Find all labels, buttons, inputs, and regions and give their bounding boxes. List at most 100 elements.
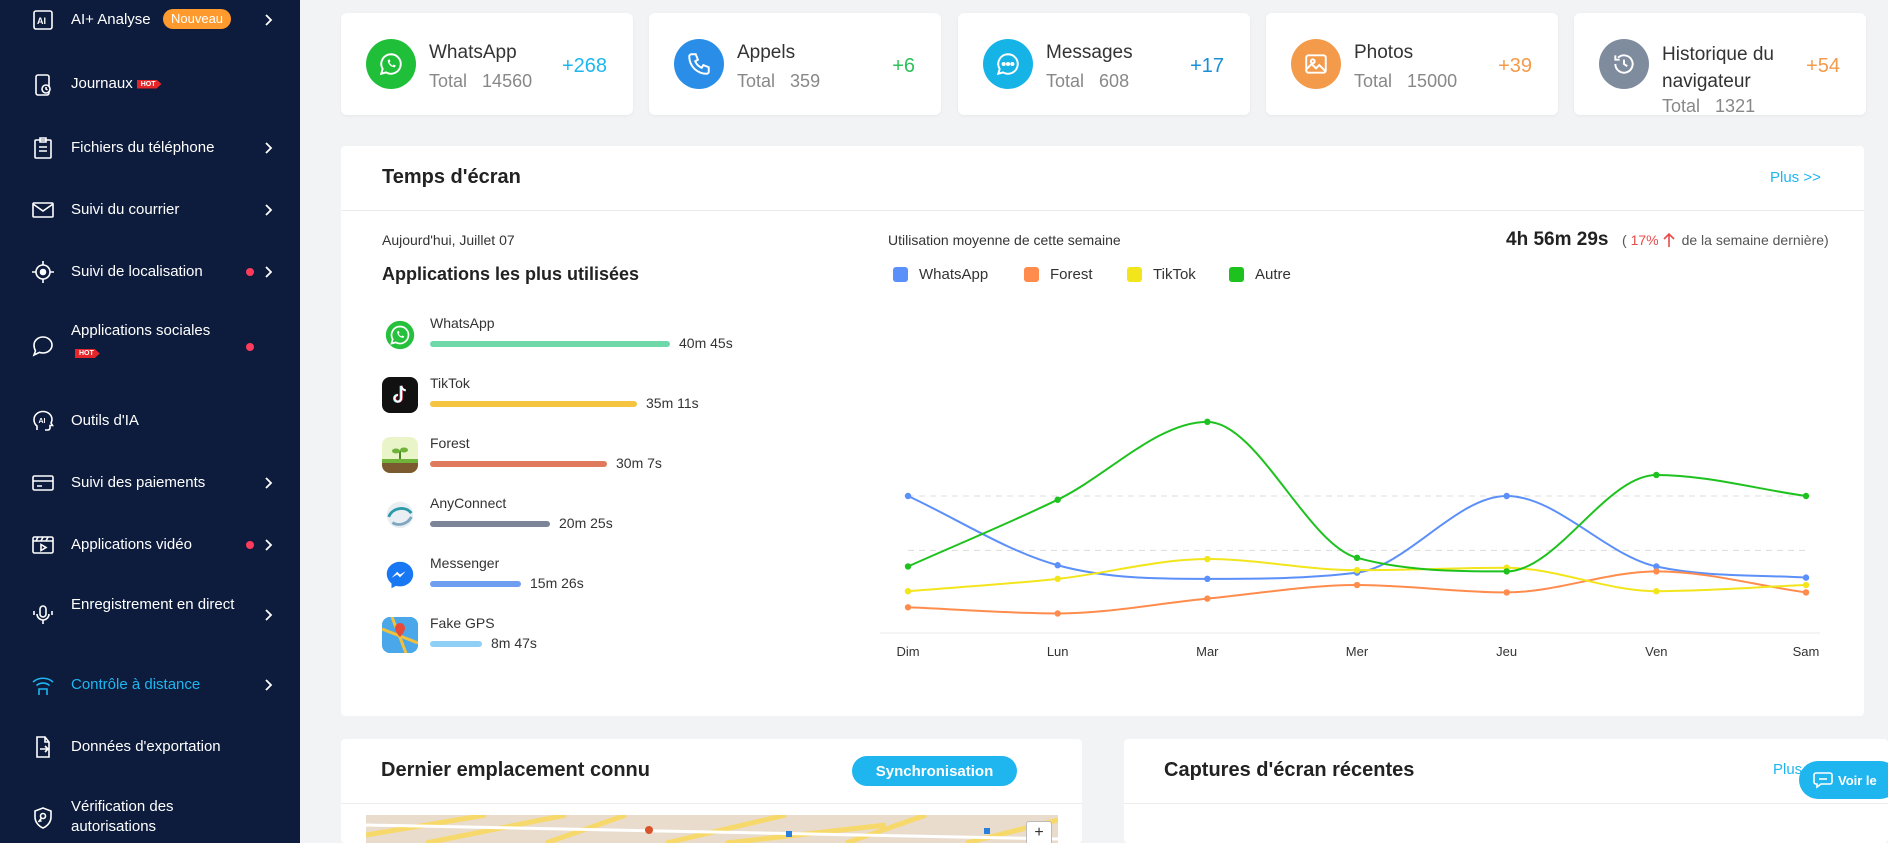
notification-dot xyxy=(246,343,254,351)
stat-total: Total 359 xyxy=(737,69,820,93)
panel-divider xyxy=(1124,803,1888,804)
sidebar-item-fichiers[interactable]: Fichiers du téléphone xyxy=(0,135,300,161)
stat-card-appels[interactable]: Appels Total 359 +6 xyxy=(649,13,941,115)
data-point-autre xyxy=(1054,496,1061,503)
screen-time-panel xyxy=(341,146,1864,716)
stat-total-value: 608 xyxy=(1099,71,1130,91)
screenshots-title: Captures d'écran récentes xyxy=(1164,759,1415,781)
data-point-forest xyxy=(1353,581,1361,589)
anyconnect-icon xyxy=(382,497,418,533)
chat-support-button[interactable]: Voir le xyxy=(1799,761,1888,799)
stat-card-whatsapp[interactable]: WhatsApp Total 14560 +268 xyxy=(341,13,633,115)
sync-button[interactable]: Synchronisation xyxy=(852,756,1017,786)
sidebar-item-paiements[interactable]: Suivi des paiements xyxy=(0,470,300,496)
sidebar-item-autorisations[interactable]: Vérification des autorisations xyxy=(0,795,300,839)
log-phone-icon xyxy=(30,72,56,98)
x-tick-label: Sam xyxy=(1793,644,1820,659)
sidebar-item-journaux[interactable]: Journaux HOT xyxy=(0,70,300,100)
history-icon xyxy=(1599,39,1649,89)
app-row-whatsapp[interactable]: WhatsApp 40m 45s xyxy=(382,315,782,359)
stat-total: Total 14560 xyxy=(429,69,532,93)
app-usage-time: 30m 7s xyxy=(616,455,662,471)
weekly-usage-chart: Dim Lun Mar Mer Jeu Ven Sam xyxy=(880,418,1820,659)
sidebar-item-video[interactable]: Applications vidéo xyxy=(0,532,300,558)
legend-item-autre[interactable]: Autre xyxy=(1229,266,1291,283)
stat-title: Appels xyxy=(737,42,796,63)
map-zoom-in-button[interactable]: + xyxy=(1026,821,1052,843)
app-row-anyconnect[interactable]: AnyConnect 20m 25s xyxy=(382,495,782,539)
screenshots-panel xyxy=(1124,739,1888,843)
app-usage-time: 40m 45s xyxy=(679,335,733,351)
stat-card-historique[interactable]: Historique du navigateur Total 1321 +54 xyxy=(1574,13,1866,118)
sidebar-item-localisation[interactable]: Suivi de localisation xyxy=(0,259,300,285)
data-point-forest xyxy=(1054,610,1061,617)
legend-swatch xyxy=(1024,267,1039,282)
data-point-forest xyxy=(1802,589,1810,596)
ai-chip-icon: AI xyxy=(30,7,56,33)
sidebar-item-ai-analyse[interactable]: AI AI+ Analyse Nouveau xyxy=(0,8,300,32)
fake-gps-icon xyxy=(382,617,418,653)
app-name: Fake GPS xyxy=(430,615,495,631)
stat-title-line: Historique du xyxy=(1662,44,1774,65)
legend-label: Forest xyxy=(1050,266,1093,283)
sidebar-item-courrier[interactable]: Suivi du courrier xyxy=(0,197,300,223)
x-tick-label: Dim xyxy=(896,644,919,659)
stat-total: Total 1321 xyxy=(1662,94,1755,118)
chat-support-label: Voir le xyxy=(1838,772,1877,788)
data-point-tiktok xyxy=(1054,575,1061,583)
series-line-forest xyxy=(907,570,1807,615)
stat-card-photos[interactable]: Photos Total 15000 +39 xyxy=(1266,13,1558,115)
card-icon xyxy=(30,470,56,496)
app-usage-time: 35m 11s xyxy=(646,395,699,411)
sidebar-item-label: Suivi du courrier xyxy=(71,201,180,218)
sidebar-item-sociales[interactable]: Applications sociales HOT xyxy=(0,318,300,368)
sidebar-item-label: Outils d'IA xyxy=(71,412,139,429)
data-point-forest xyxy=(1653,568,1660,575)
stat-card-messages[interactable]: Messages Total 608 +17 xyxy=(958,13,1250,115)
stat-title: WhatsApp xyxy=(429,42,517,63)
app-row-forest[interactable]: Forest 30m 7s xyxy=(382,435,782,479)
chevron-right-icon xyxy=(265,142,273,154)
stat-delta: +268 xyxy=(561,55,607,77)
screen-time-date: Aujourd'hui, Juillet 07 xyxy=(382,232,515,248)
data-point-whatsapp xyxy=(1204,575,1211,583)
ai-head-icon: AI xyxy=(30,408,56,434)
location-map[interactable]: + xyxy=(366,815,1058,843)
app-row-fake-gps[interactable]: Fake GPS 8m 47s xyxy=(382,615,782,659)
legend-swatch xyxy=(1127,267,1142,282)
chevron-right-icon xyxy=(265,539,273,551)
screen-time-more-link[interactable]: Plus >> xyxy=(1770,169,1821,186)
app-row-tiktok[interactable]: TikTok 35m 11s xyxy=(382,375,782,419)
weekly-comparison: ( 17% de la semaine dernière) xyxy=(1622,232,1829,248)
stat-total: Total 15000 xyxy=(1354,69,1457,93)
export-icon xyxy=(30,734,56,760)
stat-title: Messages xyxy=(1046,42,1133,63)
arrow-up-icon xyxy=(1663,232,1675,247)
sidebar-item-enregistrement[interactable]: Enregistrement en direct xyxy=(0,593,300,637)
legend-label: Autre xyxy=(1255,266,1291,283)
stat-total-value: 359 xyxy=(790,71,821,91)
weekly-total-time: 4h 56m 29s xyxy=(1506,229,1609,250)
legend-item-whatsapp[interactable]: WhatsApp xyxy=(893,266,988,283)
sidebar-item-label: Fichiers du téléphone xyxy=(71,139,215,156)
sidebar-item-label: Enregistrement en direct xyxy=(71,596,235,613)
x-tick-label: Lun xyxy=(1047,644,1069,659)
screenshots-more-link[interactable]: Plus xyxy=(1773,761,1803,778)
clipboard-icon xyxy=(30,135,56,161)
sidebar-item-export[interactable]: Données d'exportation xyxy=(0,734,300,760)
legend-item-tiktok[interactable]: TikTok xyxy=(1127,266,1196,283)
stat-title: Photos xyxy=(1354,42,1414,63)
sidebar-item-controle[interactable]: Contrôle à distance xyxy=(0,672,300,698)
whatsapp-icon xyxy=(366,39,416,89)
phone-icon xyxy=(674,39,724,89)
legend-item-forest[interactable]: Forest xyxy=(1024,266,1093,283)
app-row-messenger[interactable]: Messenger 15m 26s xyxy=(382,555,782,599)
sidebar-item-outils-ia[interactable]: AI Outils d'IA xyxy=(0,408,300,434)
stat-total: Total 608 xyxy=(1046,69,1129,93)
comparison-text: de la semaine dernière) xyxy=(1681,232,1829,248)
hot-badge: HOT xyxy=(136,79,162,89)
app-usage-time: 8m 47s xyxy=(491,635,537,651)
sidebar-item-label: Suivi des paiements xyxy=(71,474,206,491)
svg-text:AI: AI xyxy=(39,418,46,425)
chat-icon xyxy=(1813,772,1833,789)
